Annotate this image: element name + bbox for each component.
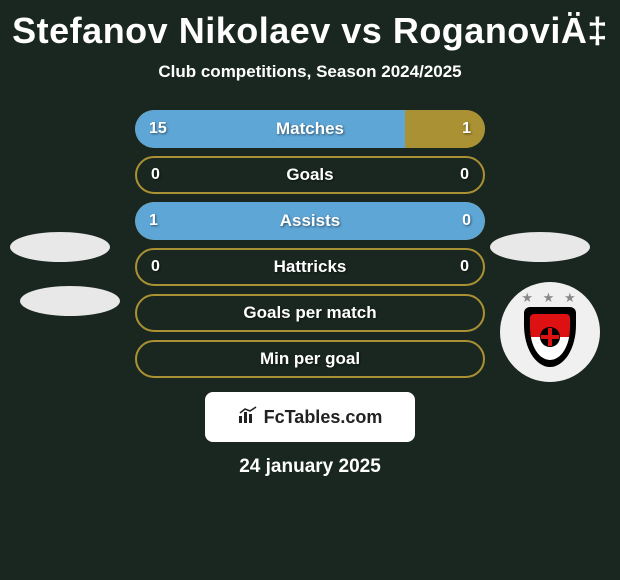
stat-label: Goals (137, 165, 483, 185)
club-badge-right: ★ ★ ★ (500, 282, 600, 382)
page-title: Stefanov Nikolaev vs RoganoviÄ‡ (0, 0, 620, 52)
stat-label: Goals per match (137, 303, 483, 323)
stat-bar-hattricks: Hattricks0 0 (135, 248, 485, 286)
stat-label: Hattricks (137, 257, 483, 277)
stat-bar-goals: Goals0 0 (135, 156, 485, 194)
stat-value-left: 15 (149, 120, 167, 138)
stat-value-right: 0 (460, 166, 469, 184)
club-badge-stars-icon: ★ ★ ★ (521, 290, 578, 306)
date-label: 24 january 2025 (0, 456, 620, 478)
player-right-avatar (490, 232, 590, 262)
chart-icon (238, 406, 258, 429)
stat-bar-gpm: Goals per match (135, 294, 485, 332)
stat-row-matches: Matches15 1 (0, 110, 620, 148)
stat-value-left: 1 (149, 212, 158, 230)
stat-bar-matches: Matches15 1 (135, 110, 485, 148)
stat-bar-mpg: Min per goal (135, 340, 485, 378)
player-left-avatar-1 (10, 232, 110, 262)
stat-value-right: 1 (462, 120, 471, 138)
stat-label: Assists (135, 211, 485, 231)
stat-value-left: 0 (151, 258, 160, 276)
stat-bar-assists: Assists1 0 (135, 202, 485, 240)
club-shield-icon (524, 307, 576, 367)
brand-pill[interactable]: FcTables.com (205, 392, 415, 442)
stats-area: ★ ★ ★ Matches151Goals00Assists10Hattrick… (0, 110, 620, 378)
stat-label: Matches (135, 119, 485, 139)
page-subtitle: Club competitions, Season 2024/2025 (0, 62, 620, 82)
player-left-avatar-2 (20, 286, 120, 316)
stat-label: Min per goal (137, 349, 483, 369)
brand-label: FcTables.com (264, 407, 383, 428)
stat-row-goals: Goals0 0 (0, 156, 620, 194)
stat-value-right: 0 (462, 212, 471, 230)
stat-value-right: 0 (460, 258, 469, 276)
stat-value-left: 0 (151, 166, 160, 184)
